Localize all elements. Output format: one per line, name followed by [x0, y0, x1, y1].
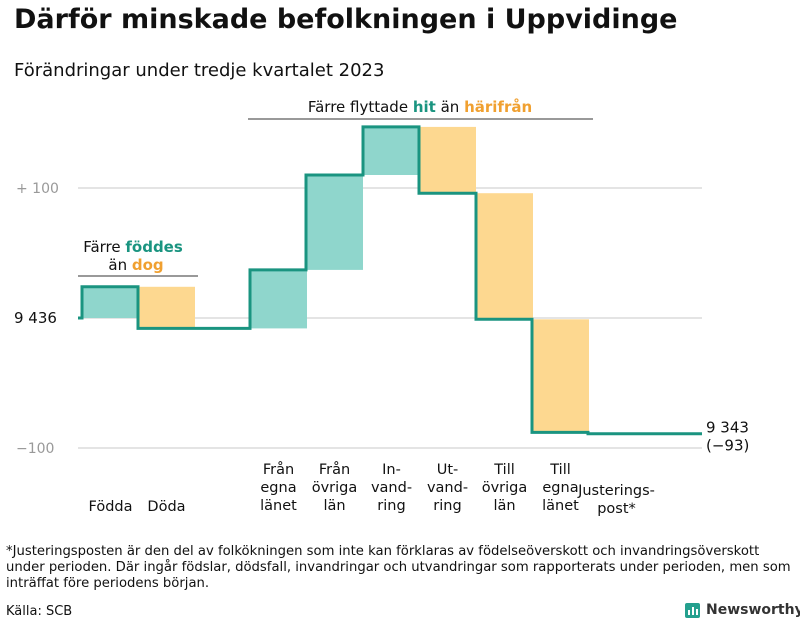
category-label: Födda: [89, 499, 133, 515]
category-label: post*: [597, 501, 636, 517]
category-label: länet: [542, 498, 579, 514]
category-label: övriga: [482, 480, 528, 496]
source-label: Källa: SCB: [6, 604, 73, 619]
step-line: [78, 125, 702, 436]
category-label: länet: [260, 498, 297, 514]
bar: [306, 175, 363, 270]
category-label: Från: [263, 461, 294, 478]
category-label: övriga: [312, 480, 358, 496]
y-tick-label: + 100: [16, 181, 59, 197]
end-value-label: 9 343: [706, 419, 749, 437]
category-label: ring: [377, 498, 405, 514]
category-label: egna: [260, 480, 296, 496]
newsworthy-logo[interactable]: Newsworthy: [685, 602, 800, 618]
bar: [419, 126, 476, 194]
footnote: *Justeringsposten är den del av folkökni…: [6, 544, 791, 591]
category-label: län: [493, 498, 515, 514]
category-label: län: [323, 498, 345, 514]
category-label: Från: [319, 461, 350, 478]
category-label: vand-: [427, 480, 468, 496]
bar: [363, 126, 420, 175]
category-label: Till: [493, 462, 515, 478]
births-annotation-line1: Färre föddes: [83, 238, 183, 256]
category-label: vand-: [371, 480, 412, 496]
end-change-label: (−93): [706, 437, 749, 455]
bar: [476, 193, 533, 320]
category-label: Ut-: [437, 462, 459, 478]
category-label: Till: [549, 462, 571, 478]
brand-name: Newsworthy: [706, 602, 800, 618]
y-tick-label: 9 436: [14, 309, 57, 327]
category-label: In-: [382, 462, 401, 478]
bar: [138, 286, 195, 329]
bar: [82, 286, 139, 318]
migration-annotation: Färre flyttade hit än härifrån: [308, 98, 532, 116]
newsworthy-logo-icon: [685, 602, 700, 618]
y-tick-label: −100: [16, 441, 54, 457]
births-annotation-line2: än dog: [108, 256, 163, 274]
bar: [250, 269, 307, 329]
bar: [532, 319, 589, 433]
waterfall-chart: + 100 9 436 −100 9 343(−93) Födda Döda Från egn…: [14, 98, 749, 517]
category-label: egna: [542, 480, 578, 496]
category-label: Döda: [147, 499, 185, 515]
chart-title: Därför minskade befolkningen i Uppviding…: [14, 4, 678, 35]
chart-subtitle: Förändringar under tredje kvartalet 2023: [14, 60, 385, 81]
category-label: ring: [433, 498, 461, 514]
category-label: Justerings-: [577, 483, 655, 499]
